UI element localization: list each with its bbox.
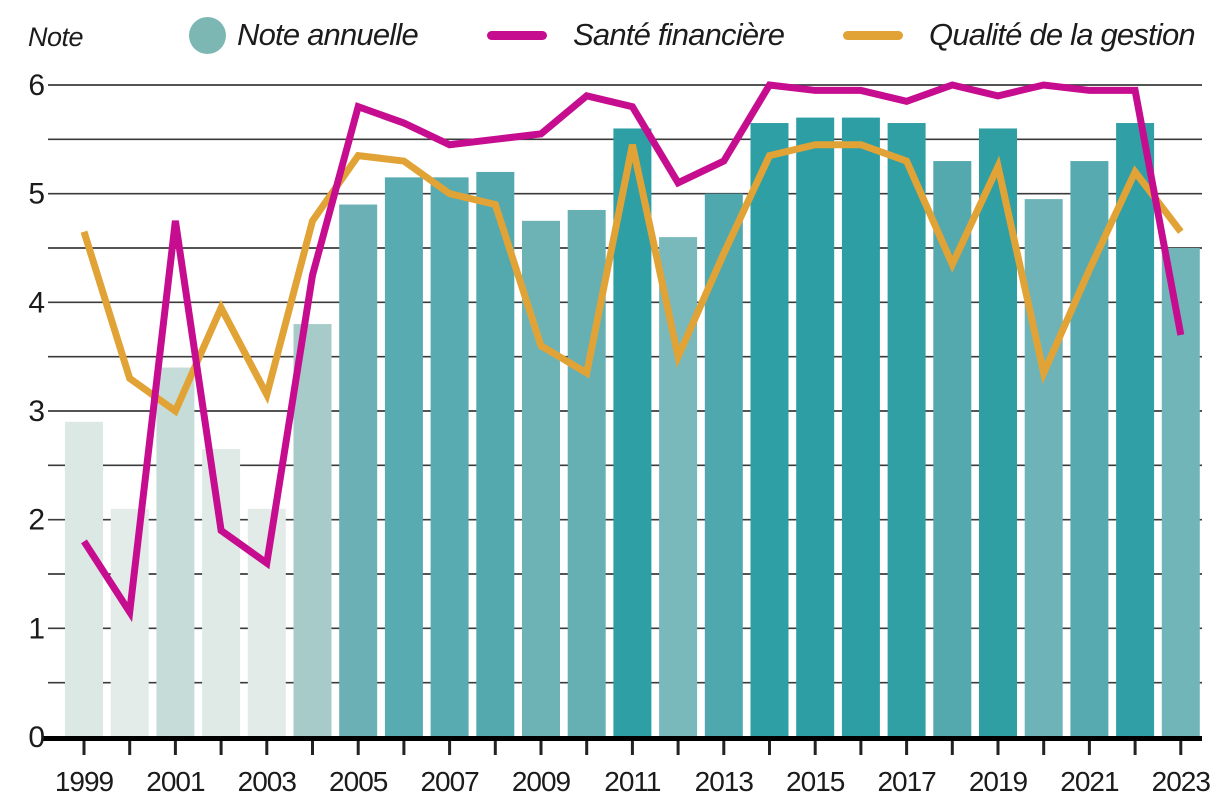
bar-2008 [476,171,515,738]
y-tick-label-0: 0 [28,721,44,754]
legend: Note annuelle Santé financière Qualité d… [0,0,1225,70]
x-tick-1999 [82,741,86,755]
x-tick-2011 [630,741,634,755]
bar-2000 [110,508,149,737]
x-tick-2000 [128,741,132,755]
bar-2020 [1024,199,1063,738]
x-tick-label-2011: 2011 [604,766,661,797]
legend-label: Qualité de la gestion [929,17,1196,52]
legend-item-sante-financiere: Santé financière [487,0,785,70]
legend-label: Santé financière [573,17,785,52]
x-tick-2016 [859,741,863,755]
legend-item-note-annuelle: Note annuelle [189,0,419,70]
bar-2011 [613,128,652,738]
legend-item-qualite-gestion: Qualité de la gestion [843,0,1196,70]
y-axis-title: Note [28,22,84,52]
sante-financiere-line [81,81,1185,623]
x-tick-label-2019: 2019 [969,766,1028,797]
bar-2002 [202,449,241,737]
bar-1999 [65,421,103,737]
y-tick-label-1: 1 [28,612,44,645]
bar-2018 [933,161,972,738]
x-tick-2021 [1087,741,1091,755]
x-tick-label-2021: 2021 [1060,766,1119,797]
x-tick-2008 [493,741,497,755]
x-tick-2015 [813,741,817,755]
bar-2012 [659,237,698,737]
x-tick-label-2017: 2017 [877,766,936,797]
bar-2004 [293,324,332,737]
x-tick-2002 [219,741,223,755]
note-annuelle-dot-swatch-icon [189,16,226,54]
y-tick-label-6: 6 [28,69,44,102]
x-tick-label-1999: 1999 [55,766,114,797]
sante-financiere-line-swatch-icon [487,30,547,40]
y-tick-label-5: 5 [28,178,44,211]
qualite-gestion-line-swatch-icon [843,30,903,40]
x-tick-2020 [1042,741,1046,755]
x-tick-2019 [996,741,1000,755]
x-tick-2007 [448,741,452,755]
y-tick-label-4: 4 [28,286,44,319]
qualite-gestion-line [80,141,1184,417]
y-tick-label-3: 3 [28,395,44,428]
bar-2022 [1116,123,1155,738]
bar-2001 [156,367,195,737]
x-axis-line [42,736,1202,741]
x-tick-2010 [585,741,589,755]
x-tick-2018 [950,741,954,755]
x-tick-label-2023: 2023 [1152,766,1211,797]
legend-label: Note annuelle [237,17,419,52]
x-tick-label-2007: 2007 [420,766,479,797]
x-tick-2022 [1133,741,1137,755]
bar-2015 [796,117,835,738]
x-tick-label-2003: 2003 [238,766,297,797]
bar-2021 [1070,161,1109,738]
x-tick-2009 [539,741,543,755]
y-tick-label-2: 2 [28,504,44,537]
x-tick-2023 [1179,741,1183,755]
bar-2017 [887,123,926,738]
x-tick-label-2015: 2015 [786,766,845,797]
x-tick-2005 [356,741,360,755]
bar-2007 [430,177,469,738]
x-tick-label-2001: 2001 [146,766,205,797]
x-tick-2001 [173,741,177,755]
bar-2006 [384,177,423,738]
x-tick-2017 [905,741,909,755]
x-tick-2014 [768,741,771,755]
x-tick-2004 [311,741,314,755]
x-tick-2003 [265,741,269,755]
x-tick-label-2005: 2005 [329,766,388,797]
bar-2005 [339,204,378,738]
bar-2016 [841,117,880,738]
bar-2014 [750,123,789,738]
x-tick-2013 [722,741,726,755]
x-tick-2012 [676,741,680,755]
x-tick-label-2009: 2009 [512,766,571,797]
x-tick-2006 [402,741,406,755]
x-tick-label-2013: 2013 [695,766,754,797]
